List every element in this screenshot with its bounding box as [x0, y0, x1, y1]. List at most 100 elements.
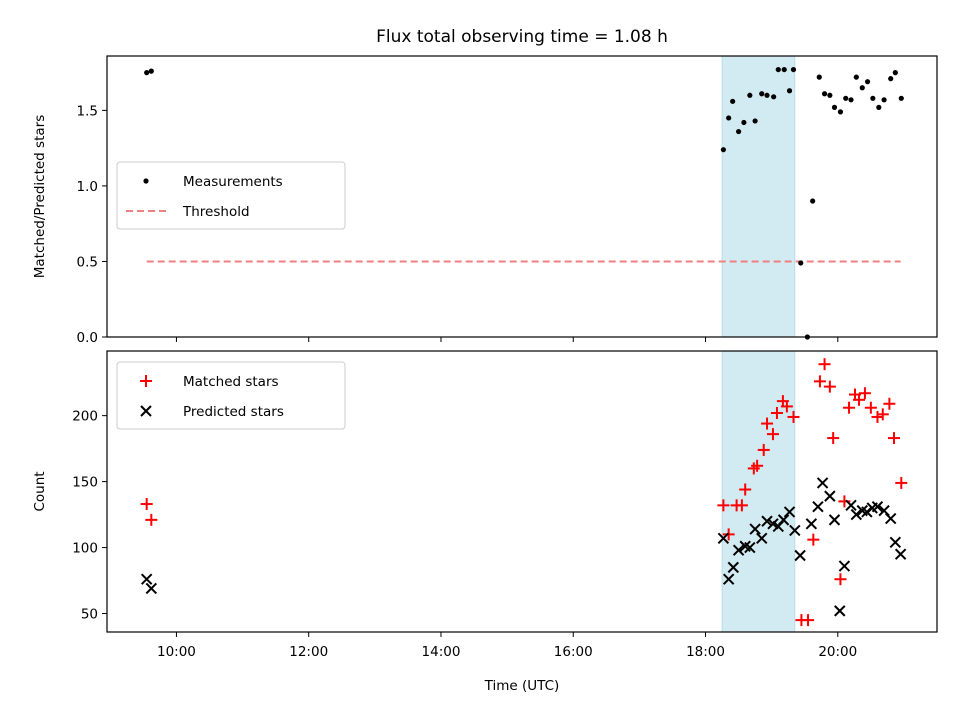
measurement-point — [730, 98, 736, 104]
matched-star-point — [895, 476, 908, 489]
predicted-star-point — [783, 506, 796, 518]
predicted-star-point — [145, 582, 158, 595]
matched-star-point — [757, 443, 770, 456]
measurement-point — [831, 104, 838, 110]
predicted-star-point — [756, 532, 768, 545]
measurement-point — [859, 85, 865, 91]
predicted-star-point-b — [732, 544, 745, 556]
predicted-star-point — [744, 541, 756, 554]
measurement-point — [735, 128, 742, 135]
predicted-star-point-b — [894, 548, 907, 560]
matched-star-point — [864, 401, 877, 414]
predicted-star-point-b — [824, 490, 836, 502]
measurement-point — [741, 119, 747, 126]
matched-star-point — [852, 393, 865, 406]
measurement-point — [870, 95, 876, 101]
matched-star-point — [823, 380, 836, 393]
legend-matched-marker — [140, 375, 152, 387]
measurement-point — [876, 104, 882, 110]
predicted-star-point — [727, 561, 740, 574]
predicted-star-point — [850, 508, 863, 521]
predicted-star-point-b — [856, 504, 868, 517]
predicted-star-point — [812, 500, 824, 513]
legend: Measurements Threshold — [116, 161, 346, 230]
legend: Matched stars Predicted stars — [116, 361, 346, 430]
measurement-point — [775, 66, 781, 73]
predicted-star-point — [722, 573, 735, 585]
measurement-point — [790, 66, 797, 73]
x-tick-label: 16:00 — [554, 644, 593, 660]
y-tick-label: 50 — [81, 607, 98, 623]
y-tick-label: 0.5 — [77, 254, 98, 270]
x-axis-label: Time (UTC) — [484, 678, 560, 694]
y-axis-label: Matched/Predicted stars — [32, 115, 48, 278]
predicted-star-point — [761, 515, 773, 527]
x-tick-label: 18:00 — [686, 644, 725, 660]
predicted-star-point-b — [749, 523, 761, 535]
matched-star-point — [838, 495, 851, 508]
predicted-star-point-b — [794, 549, 806, 562]
axes-frame — [106, 55, 938, 338]
measurement-point — [148, 68, 154, 74]
measurement-point — [853, 74, 859, 80]
matched-star-point — [858, 387, 871, 400]
predicted-star-point — [838, 560, 851, 572]
measurement-point — [843, 95, 849, 101]
predicted-star-point — [749, 523, 761, 535]
y-axis-label: Count — [32, 471, 48, 511]
measurement-point — [764, 92, 770, 98]
measurement-point — [810, 198, 816, 204]
highlight-span — [721, 55, 796, 338]
measurement-point — [752, 118, 758, 124]
predicted-star-point-b — [777, 514, 790, 526]
matched-star-point — [813, 375, 826, 388]
matched-star-point — [843, 401, 856, 414]
predicted-star-point-b — [812, 500, 824, 513]
predicted-star-point — [845, 499, 857, 512]
legend-frame — [116, 161, 346, 230]
measurement-point — [864, 79, 871, 85]
predicted-star-point-b — [834, 605, 846, 617]
predicted-star-point-b — [145, 582, 158, 595]
legend-label: Predicted stars — [183, 404, 284, 420]
predicted-star-point-b — [727, 561, 740, 574]
x-tick-label: 12:00 — [289, 644, 328, 660]
x-tick-label: 14:00 — [422, 644, 461, 660]
predicted-star-point — [884, 512, 897, 525]
legend-predicted-marker-b — [140, 405, 152, 417]
predicted-star-point-b — [783, 506, 796, 518]
matched-star-point — [780, 400, 793, 413]
predicted-star-point-b — [871, 500, 884, 513]
measurement-point — [726, 115, 732, 121]
matched-star-point — [751, 459, 764, 472]
predicted-star-point-b — [850, 508, 863, 521]
y-tick-label: 1.0 — [77, 179, 98, 195]
predicted-star-point-b — [722, 573, 735, 585]
matched-star-point — [717, 499, 730, 512]
matched-star-point — [807, 533, 820, 546]
measurement-point — [786, 88, 793, 94]
predicted-star-point — [789, 524, 801, 537]
matched-star-point — [739, 483, 752, 496]
predicted-star-point-b — [739, 540, 751, 552]
predicted-star-point-b — [838, 560, 851, 572]
y-tick-label: 150 — [72, 475, 98, 491]
matched-star-point — [766, 428, 779, 441]
matched-star-point — [770, 407, 783, 420]
predicted-star-point — [824, 490, 836, 502]
measurement-point — [881, 97, 887, 103]
predicted-star-point — [828, 514, 841, 526]
matched-star-point — [761, 417, 774, 430]
measurement-point — [771, 94, 777, 100]
measurement-point — [720, 147, 726, 153]
predicted-star-point — [834, 605, 846, 617]
axes-frame — [106, 350, 938, 633]
predicted-star-point — [894, 548, 907, 560]
predicted-star-point-b — [744, 541, 756, 554]
matched-star-point — [871, 410, 884, 423]
measurement-point — [827, 92, 833, 98]
predicted-star-point-b — [845, 499, 857, 512]
predicted-star-point-b — [889, 536, 902, 548]
predicted-star-point — [717, 532, 730, 545]
matched-star-point — [827, 432, 840, 445]
